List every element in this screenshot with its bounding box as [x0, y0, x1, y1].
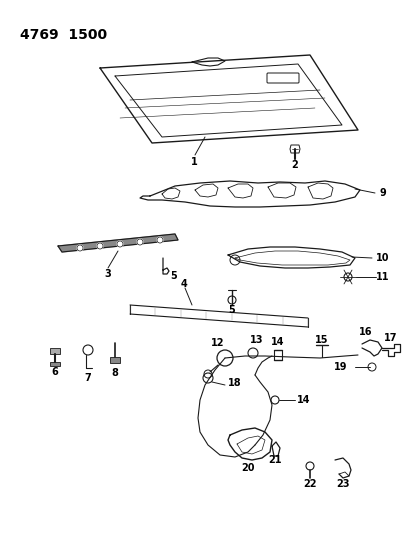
Text: 18: 18 — [228, 378, 242, 388]
Circle shape — [77, 245, 83, 251]
Polygon shape — [110, 357, 120, 363]
Text: 2: 2 — [292, 160, 298, 170]
Text: 22: 22 — [303, 479, 317, 489]
Circle shape — [137, 239, 143, 245]
Text: 15: 15 — [315, 335, 329, 345]
Text: 5: 5 — [228, 305, 235, 315]
Text: 17: 17 — [384, 333, 398, 343]
Text: 3: 3 — [104, 269, 111, 279]
Text: 14: 14 — [297, 395, 310, 405]
Text: 19: 19 — [333, 362, 347, 372]
Text: 21: 21 — [268, 455, 282, 465]
Polygon shape — [50, 362, 60, 366]
Text: 13: 13 — [250, 335, 264, 345]
Circle shape — [97, 243, 103, 249]
Text: 10: 10 — [376, 253, 390, 263]
Text: 12: 12 — [211, 338, 225, 348]
Text: 23: 23 — [336, 479, 350, 489]
Circle shape — [157, 237, 163, 243]
Polygon shape — [50, 348, 60, 354]
Text: 16: 16 — [359, 327, 373, 337]
Text: 20: 20 — [241, 463, 255, 473]
Text: 11: 11 — [376, 272, 390, 282]
Text: 4769  1500: 4769 1500 — [20, 28, 107, 42]
Text: 1: 1 — [191, 157, 197, 167]
Text: 8: 8 — [111, 368, 118, 378]
Circle shape — [117, 241, 123, 247]
Text: 5: 5 — [170, 271, 177, 281]
Text: 6: 6 — [52, 367, 58, 377]
Text: 7: 7 — [84, 373, 91, 383]
Text: 9: 9 — [380, 188, 387, 198]
Text: 4: 4 — [181, 279, 187, 289]
Text: 14: 14 — [271, 337, 285, 347]
Polygon shape — [58, 234, 178, 252]
